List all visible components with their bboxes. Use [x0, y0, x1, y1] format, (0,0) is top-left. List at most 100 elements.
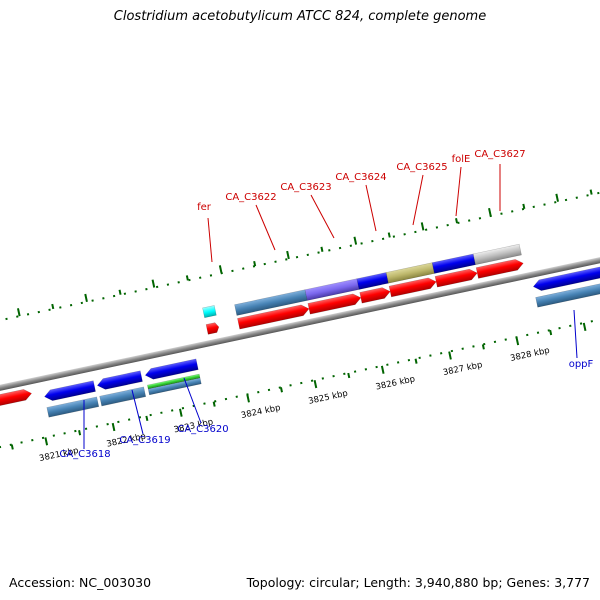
gene-feature-ca-c3618[interactable] — [46, 396, 100, 418]
track-dot — [52, 434, 56, 437]
gene-feature-ca-c3622[interactable] — [237, 303, 310, 330]
gene-feature-fer[interactable] — [202, 305, 217, 318]
track-dot — [328, 249, 331, 252]
ruler-tick — [118, 289, 122, 295]
track-dot — [439, 352, 443, 355]
gene-leader-line — [412, 174, 424, 226]
track-dot — [84, 427, 88, 430]
gene-feature-ca-c3624[interactable] — [359, 286, 392, 304]
track-dot — [63, 432, 66, 435]
track-dot — [343, 372, 346, 376]
track-dot — [381, 237, 385, 241]
gene-label-fole[interactable]: folE — [452, 154, 471, 165]
gene-label-ca-c3624[interactable]: CA_C3624 — [335, 172, 386, 183]
track-dot — [209, 274, 213, 277]
track-dot — [500, 212, 503, 215]
ruler-tick — [515, 337, 520, 346]
ruler-tick — [420, 222, 425, 231]
track-dot — [435, 226, 439, 229]
gene-feature-ca-c3619[interactable] — [96, 370, 143, 391]
track-dot — [386, 363, 389, 366]
track-dot — [242, 267, 245, 270]
track-dot — [289, 384, 292, 387]
track-dot — [20, 441, 23, 444]
track-dot — [285, 258, 288, 261]
track-dot — [564, 198, 568, 202]
track-dot — [468, 219, 471, 222]
ruler-tick — [44, 437, 49, 446]
track-dot — [37, 310, 40, 314]
gene-label-fer[interactable]: fer — [197, 202, 212, 213]
track-dot — [375, 365, 378, 369]
ruler-tick — [218, 265, 223, 274]
track-dot — [414, 230, 417, 234]
track-dot — [424, 228, 428, 231]
gene-label-ca-c3619[interactable]: CA_C3619 — [119, 435, 170, 446]
track-dot — [407, 358, 411, 362]
gene-feature-ca-c3625[interactable] — [388, 276, 437, 298]
track-dot — [579, 322, 583, 325]
gene-label-ca-c3625[interactable]: CA_C3625 — [396, 162, 447, 173]
gene-feature-ca-c3619[interactable] — [99, 386, 147, 407]
gene-feature-fole[interactable] — [434, 268, 478, 288]
ruler-tick — [455, 218, 459, 224]
gene-label-oppf[interactable]: oppF — [569, 359, 594, 370]
gene-feature-ca-c3623[interactable] — [307, 292, 362, 315]
track-dot — [123, 292, 127, 295]
gene-feature-cds[interactable] — [0, 388, 33, 407]
track-dot — [149, 413, 152, 417]
track-dot — [590, 320, 593, 323]
track-dot — [134, 290, 137, 293]
gene-feature-ca-c3618[interactable] — [43, 380, 96, 402]
gene-label-ca-c3622[interactable]: CA_C3622 — [225, 192, 276, 203]
gene-feature-oppf[interactable] — [532, 264, 600, 292]
gene-label-ca-c3618[interactable]: CA_C3618 — [59, 449, 110, 460]
gene-feature-ca-c3624[interactable] — [356, 272, 389, 290]
ruler-tick — [279, 387, 283, 393]
track-dot — [41, 436, 45, 440]
track-dot — [418, 356, 421, 360]
gene-leader-line — [183, 377, 202, 424]
ruler-tick — [78, 430, 82, 436]
track-dot — [145, 287, 148, 291]
track-dot — [102, 297, 105, 300]
track-dot — [543, 203, 546, 206]
ruler-tick — [589, 189, 593, 195]
gene-feature-ca-c3627[interactable] — [472, 243, 522, 266]
track-dot — [170, 409, 174, 412]
gene-leader-line — [255, 204, 276, 251]
track-dot — [558, 326, 561, 330]
track-dot — [575, 196, 578, 199]
track-dot — [0, 445, 2, 449]
gene-label-ca-c3620[interactable]: CA_C3620 — [177, 424, 228, 435]
gene-feature-ca-c3620[interactable] — [147, 377, 202, 396]
track-dot — [166, 283, 170, 286]
gene-label-ca-c3627[interactable]: CA_C3627 — [474, 149, 525, 160]
ruler-tick — [448, 351, 452, 360]
track-dot — [231, 269, 234, 273]
ruler-tick — [151, 279, 156, 288]
track-dot — [403, 233, 406, 236]
accession-text: Accession: NC_003030 — [9, 575, 152, 590]
ruler-tick — [286, 250, 290, 260]
gene-label-ca-c3623[interactable]: CA_C3623 — [280, 182, 331, 193]
gene-feature-ca-c3627[interactable] — [475, 258, 524, 279]
track-dot — [396, 361, 400, 364]
gene-feature-ca-c3620[interactable] — [144, 358, 199, 381]
ruler-tick — [16, 308, 21, 317]
gene-feature-oppf[interactable] — [535, 280, 600, 308]
track-dot — [48, 308, 51, 311]
ruler-tick — [522, 203, 526, 210]
track-dot — [31, 439, 34, 442]
track-dot — [188, 278, 191, 282]
ruler-tick — [111, 422, 116, 432]
ruler-tick — [347, 372, 351, 379]
gene-feature-fer[interactable] — [205, 322, 220, 335]
track-dot — [203, 402, 206, 405]
gene-leader-line — [207, 217, 213, 263]
ruler-tick — [145, 415, 149, 422]
ruler-tick — [582, 322, 587, 332]
track-dot — [69, 303, 73, 307]
ruler-tick — [253, 260, 257, 267]
